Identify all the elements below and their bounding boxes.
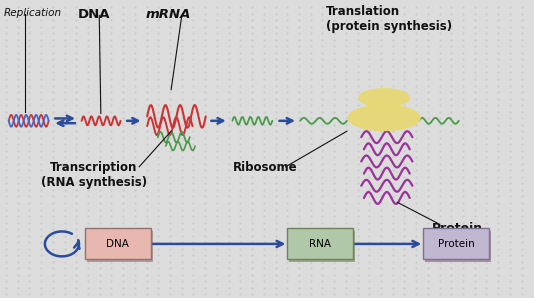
FancyBboxPatch shape [289,231,356,262]
FancyBboxPatch shape [85,229,151,259]
Text: Ribosome: Ribosome [232,161,297,174]
Text: DNA: DNA [77,8,110,21]
FancyBboxPatch shape [423,229,489,259]
FancyBboxPatch shape [87,231,153,262]
Text: Protein: Protein [438,239,474,249]
Ellipse shape [348,105,420,131]
Ellipse shape [359,89,410,107]
Text: Protein: Protein [432,222,483,235]
Text: Transcription
(RNA synthesis): Transcription (RNA synthesis) [41,161,147,189]
FancyBboxPatch shape [425,231,491,262]
Text: Translation
(protein synthesis): Translation (protein synthesis) [326,5,452,33]
FancyBboxPatch shape [287,229,354,259]
Text: RNA: RNA [309,239,331,249]
Text: DNA: DNA [106,239,129,249]
Text: mRNA: mRNA [146,8,191,21]
Text: Replication: Replication [3,8,61,18]
